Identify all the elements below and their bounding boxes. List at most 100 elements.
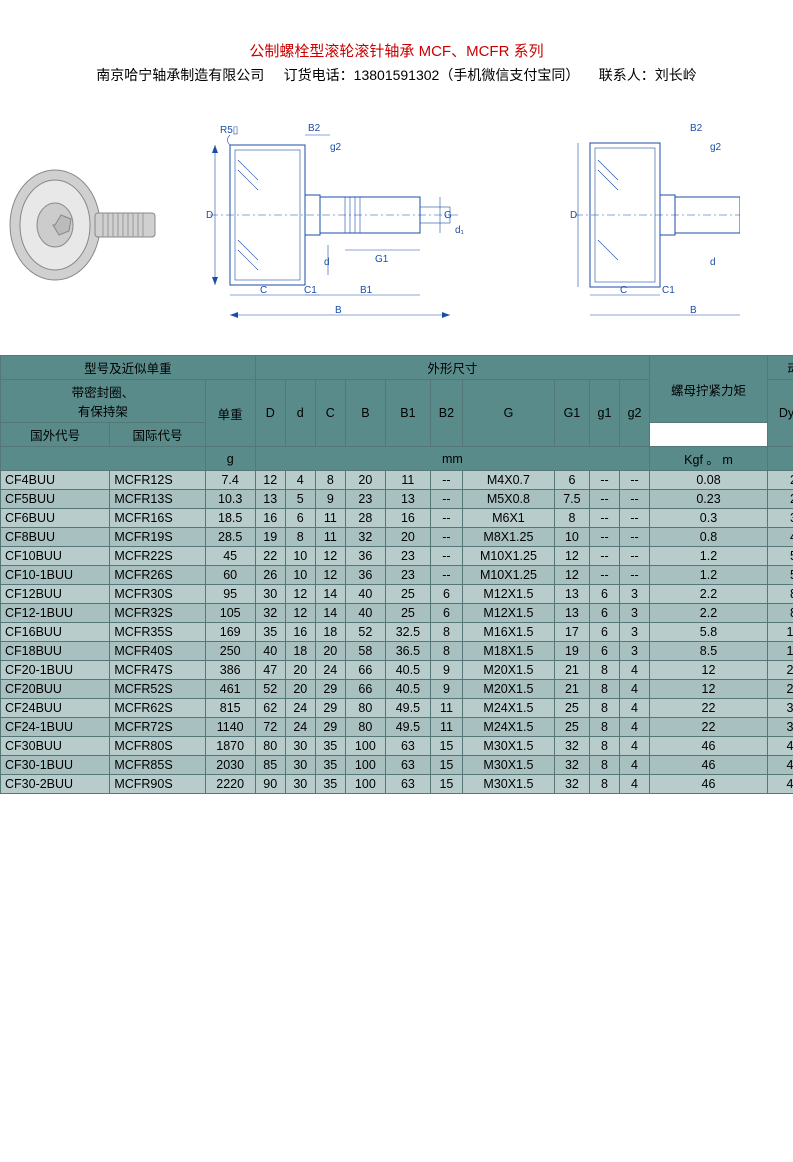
table-cell: 4: [620, 756, 650, 775]
table-cell: 8: [589, 718, 619, 737]
table-cell: 100: [345, 756, 385, 775]
unit-kgfm: Kgf 。 m: [650, 447, 768, 471]
table-cell: 30: [285, 775, 315, 794]
table-cell: CF24BUU: [1, 699, 110, 718]
table-cell: 1870: [205, 737, 255, 756]
table-cell: CF12-1BUU: [1, 604, 110, 623]
hdr-dyna-top: 动: [767, 356, 793, 380]
table-cell: 6: [589, 585, 619, 604]
table-cell: 22: [255, 547, 285, 566]
table-cell: 0.3: [650, 509, 768, 528]
table-cell: 12: [650, 680, 768, 699]
table-cell: 14: [315, 604, 345, 623]
table-cell: --: [589, 528, 619, 547]
table-cell: MCFR80S: [110, 737, 205, 756]
table-cell: MCFR72S: [110, 718, 205, 737]
dim-C1: C1: [304, 285, 317, 296]
table-cell: 6: [430, 585, 462, 604]
table-cell: 23: [345, 490, 385, 509]
table-cell: 10: [554, 528, 589, 547]
spec-table: 型号及近似单重 外形尺寸 螺母拧紧力矩 动 带密封圈、 有保持架 单重 D d …: [0, 355, 793, 794]
table-cell: --: [589, 509, 619, 528]
table-cell: 100: [345, 775, 385, 794]
dim-C-2: C: [620, 285, 627, 296]
table-cell: 10: [285, 547, 315, 566]
hdr-g2: g2: [620, 380, 650, 447]
table-cell: CF30BUU: [1, 737, 110, 756]
table-cell: --: [620, 509, 650, 528]
table-cell: MCFR90S: [110, 775, 205, 794]
table-cell: 2.2: [650, 585, 768, 604]
table-cell: 13: [554, 585, 589, 604]
table-cell: 95: [205, 585, 255, 604]
hdr-weight: 单重: [205, 380, 255, 447]
table-cell: 90: [255, 775, 285, 794]
table-cell: 26: [255, 566, 285, 585]
table-cell: 8: [589, 661, 619, 680]
table-cell: 8: [430, 642, 462, 661]
table-cell: 8: [430, 623, 462, 642]
table-cell: 13: [554, 604, 589, 623]
table-cell: 21: [554, 661, 589, 680]
table-cell: 49.5: [385, 718, 430, 737]
table-cell: 63: [385, 756, 430, 775]
dim-G1: G1: [375, 254, 389, 265]
table-cell: 3: [620, 623, 650, 642]
hdr-intl: 国际代号: [110, 423, 205, 447]
table-cell: 22: [650, 699, 768, 718]
table-cell: CF20-1BUU: [1, 661, 110, 680]
table-cell: M12X1.5: [462, 585, 554, 604]
table-cell: MCFR19S: [110, 528, 205, 547]
table-cell: 11: [430, 718, 462, 737]
table-cell: CF10-1BUU: [1, 566, 110, 585]
table-cell: 8: [315, 471, 345, 490]
table-cell: 11: [385, 471, 430, 490]
table-cell: 2: [767, 471, 793, 490]
table-cell: M24X1.5: [462, 718, 554, 737]
table-cell: CF10BUU: [1, 547, 110, 566]
unit-blank-dyna: [767, 447, 793, 471]
hdr-d: d: [285, 380, 315, 447]
table-cell: --: [620, 471, 650, 490]
table-cell: 250: [205, 642, 255, 661]
table-cell: 25: [385, 585, 430, 604]
table-cell: CF6BUU: [1, 509, 110, 528]
table-cell: 16: [255, 509, 285, 528]
table-cell: 46: [650, 737, 768, 756]
table-row: CF18BUUMCFR40S2504018205836.58M18X1.5196…: [1, 642, 793, 661]
table-row: CF24BUUMCFR62S8156224298049.511M24X1.525…: [1, 699, 793, 718]
hdr-B: B: [345, 380, 385, 447]
dim-B: B: [335, 305, 342, 316]
table-cell: M16X1.5: [462, 623, 554, 642]
table-cell: 46: [650, 775, 768, 794]
table-row: CF30-2BUUMCFR90S22209030351006315M30X1.5…: [1, 775, 793, 794]
table-cell: 5: [767, 547, 793, 566]
table-row: CF20-1BUUMCFR47S3864720246640.59M20X1.52…: [1, 661, 793, 680]
table-cell: 105: [205, 604, 255, 623]
table-cell: 3: [620, 585, 650, 604]
table-cell: 32: [255, 604, 285, 623]
table-cell: 52: [255, 680, 285, 699]
spec-table-wrap: 型号及近似单重 外形尺寸 螺母拧紧力矩 动 带密封圈、 有保持架 单重 D d …: [0, 355, 793, 794]
table-cell: 20: [385, 528, 430, 547]
table-cell: 80: [345, 699, 385, 718]
table-cell: 72: [255, 718, 285, 737]
table-cell: 80: [345, 718, 385, 737]
table-cell: 22: [650, 718, 768, 737]
table-row: CF5BUUMCFR13S10.313592313--M5X0.87.5----…: [1, 490, 793, 509]
table-row: CF10-1BUUMCFR26S602610123623--M10X1.2512…: [1, 566, 793, 585]
dim-B-2: B: [690, 305, 697, 316]
table-cell: 7.5: [554, 490, 589, 509]
table-cell: 40.5: [385, 661, 430, 680]
table-cell: 169: [205, 623, 255, 642]
table-cell: --: [430, 547, 462, 566]
table-cell: 16: [385, 509, 430, 528]
table-row: CF24-1BUUMCFR72S11407224298049.511M24X1.…: [1, 718, 793, 737]
diagram-isometric: [0, 145, 180, 295]
table-cell: 31: [767, 699, 793, 718]
table-cell: 0.08: [650, 471, 768, 490]
table-cell: 21: [767, 661, 793, 680]
table-cell: 32: [554, 756, 589, 775]
dim-D: D: [206, 210, 213, 221]
table-cell: 30: [285, 756, 315, 775]
